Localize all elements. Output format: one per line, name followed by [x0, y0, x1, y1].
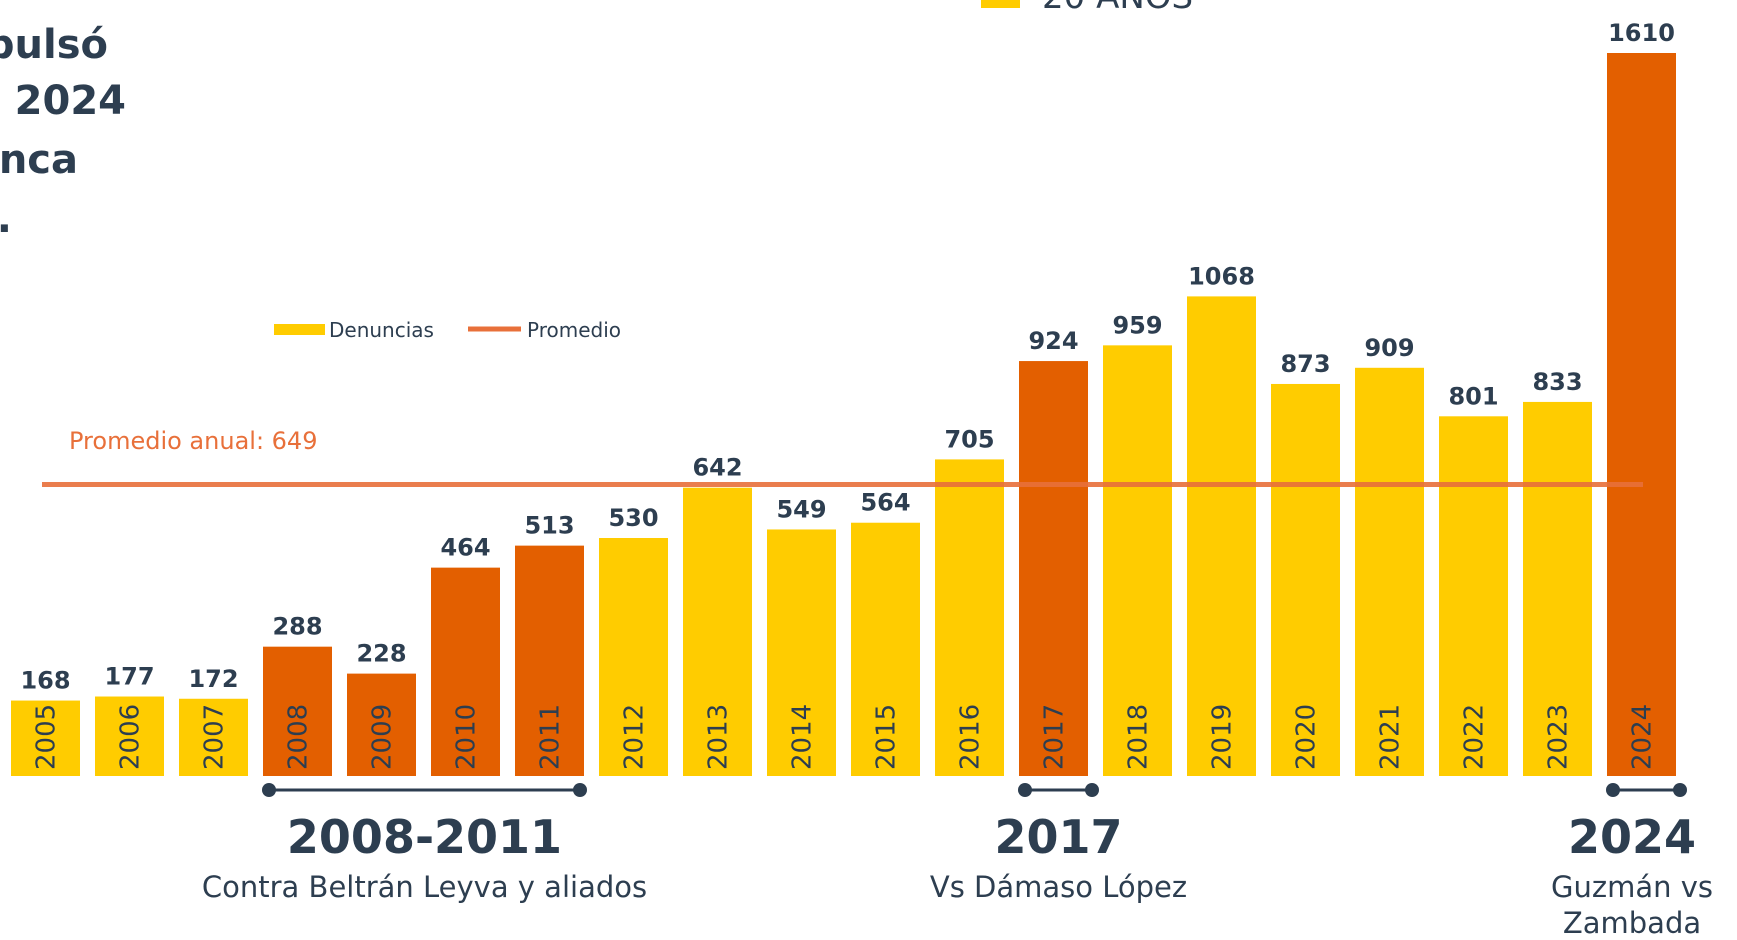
- value-label: 959: [1112, 311, 1162, 339]
- value-label: 833: [1532, 368, 1582, 396]
- value-label: 924: [1028, 327, 1078, 355]
- x-tick-label: 2016: [956, 704, 986, 770]
- x-tick-label: 2023: [1544, 704, 1574, 770]
- bar: [935, 459, 1004, 776]
- legend-label: Promedio: [527, 318, 621, 342]
- bar: [1187, 296, 1256, 776]
- bar: [1355, 367, 1424, 776]
- bar: [683, 487, 752, 776]
- value-label: 642: [692, 454, 742, 482]
- x-tick-label: 2013: [704, 704, 734, 770]
- bar: [95, 696, 164, 776]
- x-tick-label: 2017: [1040, 704, 1070, 770]
- value-label: 288: [272, 613, 322, 641]
- value-label: 549: [776, 495, 826, 523]
- legend-swatch: [274, 324, 325, 335]
- value-label: 172: [188, 665, 238, 693]
- period-label: 2024: [1568, 810, 1696, 864]
- bar: [1019, 361, 1088, 776]
- bar: [599, 537, 668, 776]
- value-label: 705: [944, 425, 994, 453]
- value-label: 168: [20, 667, 70, 695]
- title-line: pulsó: [0, 22, 108, 68]
- title-line: 2024: [15, 78, 126, 124]
- period-dot: [573, 783, 587, 797]
- period-text: Contra Beltrán Leyva y aliados: [202, 870, 647, 904]
- value-label: 530: [608, 504, 658, 532]
- value-label: 801: [1448, 382, 1498, 410]
- legend-label: Denuncias: [329, 318, 434, 342]
- x-tick-label: 2019: [1208, 704, 1238, 770]
- value-label: 177: [104, 663, 154, 691]
- title-line: nca: [0, 137, 78, 183]
- x-tick-label: 2010: [452, 704, 482, 770]
- bar: [179, 698, 248, 776]
- x-tick-label: 2014: [788, 704, 818, 770]
- x-tick-label: 2021: [1376, 704, 1406, 770]
- period-dot: [1018, 783, 1032, 797]
- x-tick-label: 2015: [872, 704, 902, 770]
- x-tick-label: 2007: [200, 704, 230, 770]
- period-label: 2017: [994, 810, 1122, 864]
- value-label: 513: [524, 512, 574, 540]
- value-label: 564: [860, 489, 910, 517]
- x-tick-label: 2012: [620, 704, 650, 770]
- bar: [1439, 416, 1508, 776]
- bar: [767, 529, 836, 776]
- bar: [11, 700, 80, 776]
- x-tick-label: 2009: [368, 704, 398, 770]
- x-tick-label: 2006: [116, 704, 146, 770]
- x-tick-label: 2018: [1124, 704, 1154, 770]
- period-label: 2008-2011: [287, 810, 562, 864]
- x-tick-label: 2005: [32, 704, 62, 770]
- x-tick-label: 2011: [536, 704, 566, 770]
- bar: [515, 545, 584, 776]
- bar: [1103, 345, 1172, 776]
- legend-swatch: [981, 0, 1020, 8]
- period-dot: [1085, 783, 1099, 797]
- bar: [1607, 53, 1676, 776]
- x-tick-label: 2008: [284, 704, 314, 770]
- average-annotation: Promedio anual: 649: [69, 427, 317, 455]
- period-dot: [1606, 783, 1620, 797]
- period-text: Guzmán vs: [1551, 870, 1713, 904]
- legend-label: 20 AÑOS: [1042, 0, 1193, 17]
- value-label: 464: [440, 534, 490, 562]
- bar: [1271, 383, 1340, 776]
- value-label: 228: [356, 640, 406, 668]
- bar: [851, 522, 920, 776]
- value-label: 909: [1364, 334, 1414, 362]
- x-tick-label: 2022: [1460, 704, 1490, 770]
- period-dot: [1673, 783, 1687, 797]
- bar: [1523, 401, 1592, 776]
- bar: [347, 673, 416, 776]
- x-tick-label: 2020: [1292, 704, 1322, 770]
- period-dot: [262, 783, 276, 797]
- bar: [263, 646, 332, 776]
- value-label: 1068: [1188, 262, 1255, 290]
- value-label: 1610: [1608, 19, 1675, 47]
- period-text: Zambada: [1563, 906, 1701, 940]
- bar: [431, 567, 500, 776]
- value-label: 873: [1280, 350, 1330, 378]
- title-line: .: [0, 196, 12, 242]
- period-text: Vs Dámaso López: [930, 870, 1187, 904]
- x-tick-label: 2024: [1628, 704, 1658, 770]
